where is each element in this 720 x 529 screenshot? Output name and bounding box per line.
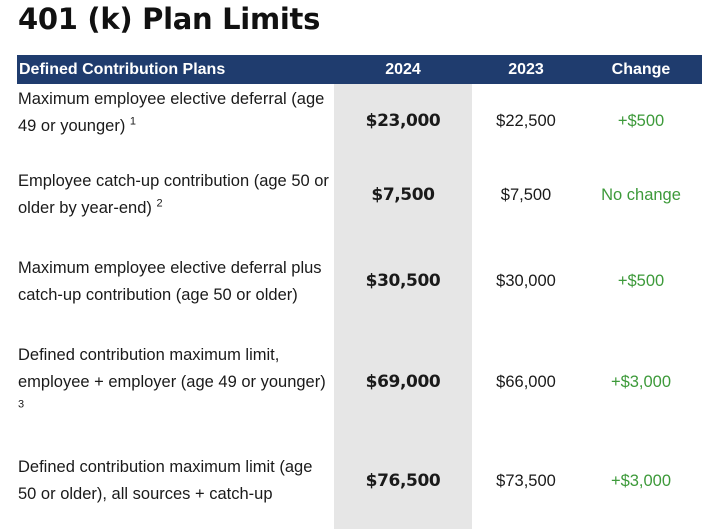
value-2024: $76,500 xyxy=(334,433,472,529)
plan-limits-table: Defined Contribution Plans 2024 2023 Cha… xyxy=(17,55,702,529)
footnote-marker: 2 xyxy=(156,197,163,210)
column-header-plans: Defined Contribution Plans xyxy=(19,60,226,78)
row-description: Defined contribution maximum limit (age … xyxy=(17,433,334,529)
value-2023: $73,500 xyxy=(496,471,556,490)
value-2024: $23,000 xyxy=(334,84,472,158)
value-change: +$3,000 xyxy=(610,471,672,490)
description-text: Maximum employee elective deferral plus … xyxy=(18,258,322,304)
value-2023: $22,500 xyxy=(496,111,556,130)
value-2023: $66,000 xyxy=(496,372,556,391)
description-text: Maximum employee elective deferral (age … xyxy=(18,90,325,135)
table-row: Defined contribution maximum limit, empl… xyxy=(17,331,702,433)
table-header-row: Defined Contribution Plans 2024 2023 Cha… xyxy=(17,55,702,84)
column-header-2023: 2023 xyxy=(508,60,544,78)
table-row: Defined contribution maximum limit (age … xyxy=(17,433,702,529)
row-description: Maximum employee elective deferral plus … xyxy=(17,232,334,331)
column-header-change: Change xyxy=(611,60,671,78)
value-2023: $30,000 xyxy=(496,272,556,290)
value-2023: $7,500 xyxy=(500,185,552,204)
value-2024: $30,500 xyxy=(334,232,472,331)
table-row: Maximum employee elective deferral (age … xyxy=(17,84,702,158)
page: 401 (k) Plan Limits Defined Contribution… xyxy=(17,2,702,529)
page-title: 401 (k) Plan Limits xyxy=(18,2,321,36)
value-2024: $7,500 xyxy=(334,158,472,232)
table-row: Maximum employee elective deferral plus … xyxy=(17,232,702,331)
footnote-marker: 1 xyxy=(129,115,137,128)
value-2024: $69,000 xyxy=(334,331,472,433)
row-description: Defined contribution maximum limit, empl… xyxy=(17,331,334,433)
description-text: Employee catch-up contribution (age 50 o… xyxy=(18,172,329,217)
value-change: +$500 xyxy=(617,111,665,130)
footnote-marker: 3 xyxy=(18,398,25,410)
column-header-2024: 2024 xyxy=(385,60,421,78)
value-change: +$500 xyxy=(617,272,665,290)
table-row: Employee catch-up contribution (age 50 o… xyxy=(17,158,702,232)
description-text: Defined contribution maximum limit (age … xyxy=(18,458,313,503)
row-description: Employee catch-up contribution (age 50 o… xyxy=(17,158,334,232)
row-description: Maximum employee elective deferral (age … xyxy=(17,84,334,158)
value-change: No change xyxy=(601,185,681,204)
value-change: +$3,000 xyxy=(610,372,672,391)
description-text: Defined contribution maximum limit, empl… xyxy=(18,345,326,391)
